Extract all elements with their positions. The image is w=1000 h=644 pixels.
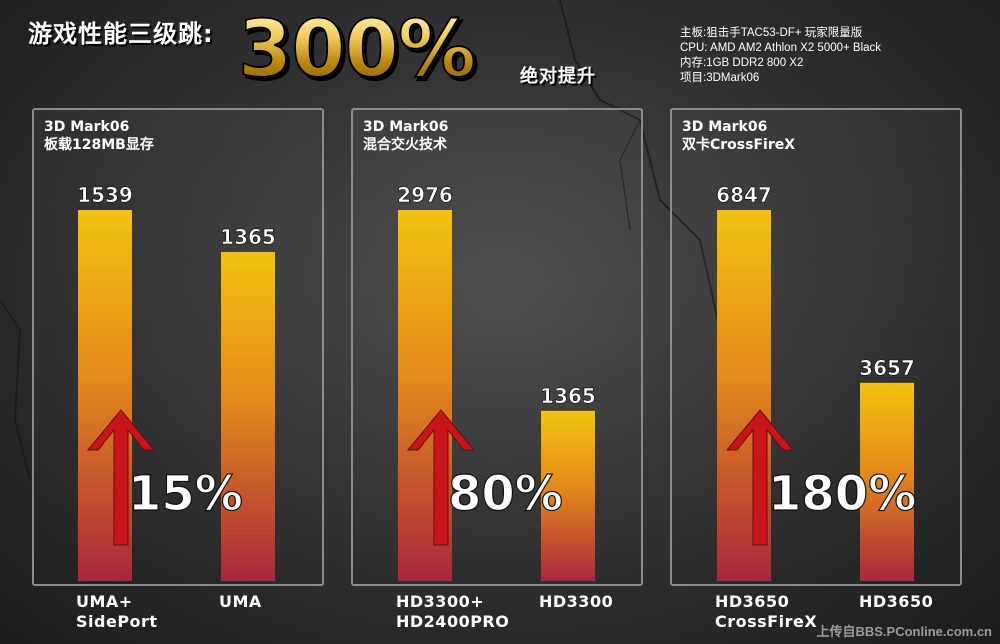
watermark: 上传自BBS.PConline.com.cn xyxy=(816,624,992,639)
category-label-uma: UMA xyxy=(219,592,262,612)
panel-title-line2: 板载128MB显存 xyxy=(44,137,154,153)
bar-value-label: 2976 xyxy=(397,183,453,207)
big-percentage: 300% xyxy=(237,5,477,95)
panel-title-line1: 3D Mark06 xyxy=(44,119,130,135)
panel-title: 3D Mark06 混合交火技术 xyxy=(363,118,448,154)
category-label-line1: HD3650 xyxy=(715,592,790,611)
spec-test-item: 项目:3DMark06 xyxy=(680,72,760,84)
panel-title-line1: 3D Mark06 xyxy=(363,119,449,135)
spec-memory: 内存:1GB DDR2 800 X2 xyxy=(680,57,804,69)
bar-value-label: 1365 xyxy=(540,384,596,408)
up-arrow-icon xyxy=(725,409,795,546)
bar-value-label: 1365 xyxy=(220,225,276,249)
percentage-increase-label: 80% xyxy=(448,466,563,522)
bar-value-label: 1539 xyxy=(77,183,133,207)
spec-list: 主板:狙击手TAC53-DF+ 玩家限量版 CPU: AMD AM2 Athlo… xyxy=(680,26,881,86)
percentage-increase-label: 15% xyxy=(128,466,243,522)
up-arrow-icon xyxy=(406,409,476,546)
panel-title: 3D Mark06 板载128MB显存 xyxy=(44,118,154,154)
bar-0-1 xyxy=(221,251,275,581)
category-label-line1: UMA+ xyxy=(76,592,133,611)
category-label-hd3300-hd2400pro: HD3300+ HD2400PRO xyxy=(396,592,509,632)
panel-title-line2: 双卡CrossFireX xyxy=(682,137,796,153)
category-label-uma-sideport: UMA+ SidePort xyxy=(76,592,158,632)
bar-value-label: 6847 xyxy=(716,183,772,207)
percentage-increase-label: 180% xyxy=(768,466,916,522)
spec-cpu: CPU: AMD AM2 Athlon X2 5000+ Black xyxy=(680,42,882,54)
category-label-hd3650: HD3650 xyxy=(859,592,933,612)
category-label-line2: CrossFireX xyxy=(715,612,818,631)
panel-title-line1: 3D Mark06 xyxy=(682,119,768,135)
category-label-line1: HD3300 xyxy=(539,592,614,611)
category-label-hd3650-crossfirex: HD3650 CrossFireX xyxy=(715,592,817,632)
category-label-line1: UMA xyxy=(219,592,262,611)
category-label-line2: HD2400PRO xyxy=(396,612,510,631)
panel-title: 3D Mark06 双卡CrossFireX xyxy=(682,118,795,154)
category-label-line2: SidePort xyxy=(76,612,158,631)
category-label-hd3300: HD3300 xyxy=(539,592,613,612)
up-arrow-icon xyxy=(86,409,156,546)
bar-value-label: 3657 xyxy=(859,356,915,380)
spec-motherboard: 主板:狙击手TAC53-DF+ 玩家限量版 xyxy=(680,27,863,39)
category-label-line1: HD3650 xyxy=(859,592,934,611)
category-label-line1: HD3300+ xyxy=(396,592,485,611)
bar-2-1 xyxy=(860,382,914,581)
sub-headline: 绝对提升 xyxy=(520,66,596,87)
bar-1-1 xyxy=(541,410,595,581)
headline: 游戏性能三级跳: xyxy=(28,20,214,48)
panel-title-line2: 混合交火技术 xyxy=(363,137,447,153)
